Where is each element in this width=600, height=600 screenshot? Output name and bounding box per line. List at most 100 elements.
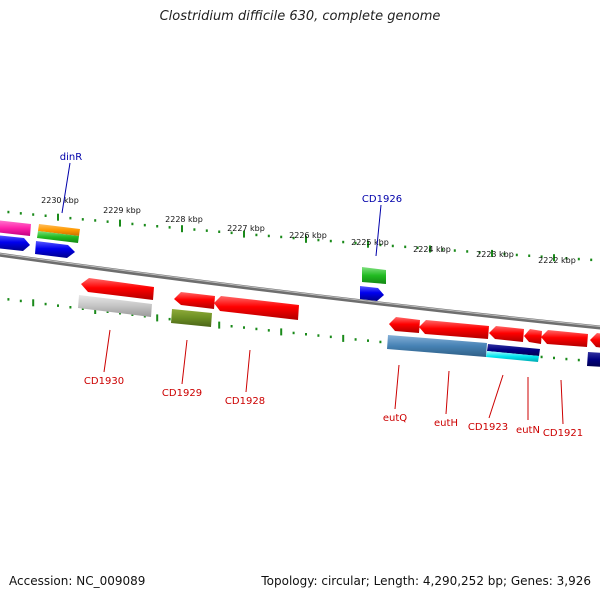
gene-feature-eutH [419, 320, 489, 339]
minor-tick [292, 236, 295, 240]
minor-tick [577, 358, 580, 362]
minor-tick [367, 339, 369, 342]
minor-tick [19, 299, 22, 303]
kbp-label: 2227 kbp [227, 224, 265, 233]
major-tick [181, 225, 183, 233]
gene-feature [587, 352, 600, 367]
kbp-label: 2224 kbp [413, 245, 451, 254]
gene-feature-cd1923 [489, 326, 524, 342]
accession-text: Accession: NC_009089 [9, 574, 146, 588]
kbp-label: 2222 kbp [538, 256, 576, 265]
minor-tick [106, 220, 109, 223]
minor-tick [391, 244, 394, 248]
gene-label-cd1921[interactable]: CD1921 [543, 428, 583, 439]
minor-tick [81, 218, 84, 221]
genome-info-text: Topology: circular; Length: 4,290,252 bp… [261, 574, 591, 588]
gene-label-cd1930[interactable]: CD1930 [84, 376, 124, 387]
minor-tick [404, 245, 407, 249]
minor-tick [168, 226, 171, 229]
gene-feature [35, 241, 75, 258]
gene-feature-eutQ [389, 317, 420, 333]
minor-tick [453, 249, 456, 252]
gene-label-eutN[interactable]: eutN [516, 425, 540, 436]
kbp-label: 2226 kbp [289, 231, 327, 240]
major-tick [280, 328, 283, 336]
minor-tick [218, 230, 221, 233]
kbp-label: 2228 kbp [165, 215, 203, 224]
gene-label-cd1929[interactable]: CD1929 [162, 388, 202, 399]
map-title: Clostridium difficile 630, complete geno… [159, 9, 441, 24]
minor-tick [515, 253, 518, 257]
gene-feature [0, 220, 31, 236]
minor-tick [168, 317, 171, 321]
kbp-label: 2230 kbp [41, 196, 79, 205]
gene-feature-eutN [486, 351, 539, 362]
gene-feature-cd1929 [174, 292, 215, 309]
minor-tick [131, 313, 134, 316]
major-tick [367, 240, 369, 248]
minor-tick [243, 326, 245, 329]
gene-feature-cd1926 [362, 267, 386, 284]
minor-tick [44, 214, 47, 217]
major-tick [491, 249, 493, 257]
minor-tick [106, 310, 109, 313]
kbp-labels: 2230 kbp 2229 kbp 2228 kbp 2227 kbp 2226… [41, 196, 576, 265]
minor-tick [342, 240, 345, 244]
minor-tick [267, 234, 270, 238]
minor-tick [255, 327, 258, 331]
minor-tick [416, 246, 419, 249]
reverse-features [78, 278, 600, 367]
minor-tick [466, 250, 469, 253]
gene-feature-cd1928 [214, 296, 299, 320]
gene-labels: dinR CD1926 CD1930 CD1929 CD1928 eutQ eu… [60, 152, 583, 439]
major-tick [553, 254, 555, 262]
minor-tick [590, 258, 593, 262]
minor-tick [143, 315, 146, 318]
minor-tick [69, 306, 72, 309]
gene-label-cd1926[interactable]: CD1926 [362, 194, 402, 205]
minor-tick [441, 248, 444, 251]
minor-tick [540, 255, 543, 258]
major-tick [243, 230, 245, 238]
gene-label-dinR[interactable]: dinR [60, 152, 82, 163]
minor-tick [292, 331, 295, 335]
minor-tick [305, 333, 307, 336]
gene-feature [524, 329, 542, 344]
minor-tick [553, 356, 555, 360]
minor-tick [565, 357, 568, 361]
gene-feature [360, 286, 384, 301]
minor-tick [478, 251, 481, 254]
genome-backbone [0, 252, 600, 330]
gene-label-cd1923[interactable]: CD1923 [468, 422, 508, 433]
major-tick [429, 245, 431, 253]
minor-tick [540, 355, 543, 359]
minor-tick [503, 252, 506, 256]
gene-label-cd1928[interactable]: CD1928 [225, 396, 265, 407]
minor-tick [255, 233, 258, 237]
major-tick [156, 314, 159, 322]
minor-tick [7, 210, 10, 214]
gene-feature [171, 309, 212, 327]
minor-tick [329, 239, 332, 243]
gene-feature [78, 295, 152, 317]
minor-tick [81, 307, 84, 310]
forward-features [0, 220, 386, 301]
minor-tick [156, 225, 159, 228]
major-tick [305, 235, 307, 243]
minor-tick [19, 212, 22, 215]
gene-feature [590, 333, 600, 348]
minor-tick [143, 223, 146, 227]
minor-tick [7, 298, 10, 301]
major-tick [218, 321, 221, 329]
minor-tick [565, 257, 568, 260]
kbp-label: 2223 kbp [476, 250, 514, 259]
minor-tick [317, 238, 320, 242]
gene-feature-cd1930 [81, 278, 154, 300]
minor-tick [379, 243, 382, 247]
major-tick [94, 307, 97, 314]
gene-label-eutH[interactable]: eutH [434, 418, 458, 429]
minor-tick [379, 340, 382, 344]
minor-tick [230, 231, 233, 235]
gene-label-eutQ[interactable]: eutQ [383, 413, 407, 424]
gene-feature-cd1921 [541, 330, 588, 347]
